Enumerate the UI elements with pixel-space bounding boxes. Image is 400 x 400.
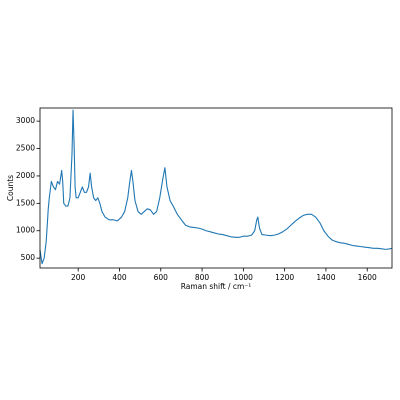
x-tick-label: 800 bbox=[195, 273, 210, 282]
x-tick-label: 200 bbox=[71, 273, 86, 282]
x-tick-label: 1000 bbox=[234, 273, 253, 282]
y-tick-label: 1500 bbox=[16, 198, 35, 207]
x-tick-label: 1200 bbox=[275, 273, 294, 282]
x-axis-label: Raman shift / cm⁻¹ bbox=[181, 282, 252, 291]
y-tick-label: 2000 bbox=[16, 171, 35, 180]
y-tick-label: 2500 bbox=[16, 144, 35, 153]
spectrum-line bbox=[39, 109, 393, 265]
y-tick-label: 1000 bbox=[16, 226, 35, 235]
x-tick-label: 600 bbox=[154, 273, 169, 282]
plot-frame bbox=[39, 107, 393, 269]
x-tick-label: 400 bbox=[112, 273, 127, 282]
x-tick-label: 1400 bbox=[316, 273, 335, 282]
y-tick-label: 500 bbox=[21, 253, 36, 262]
y-axis-label: Counts bbox=[6, 175, 15, 201]
x-tick-label: 1600 bbox=[358, 273, 377, 282]
y-tick-label: 3000 bbox=[16, 116, 35, 125]
